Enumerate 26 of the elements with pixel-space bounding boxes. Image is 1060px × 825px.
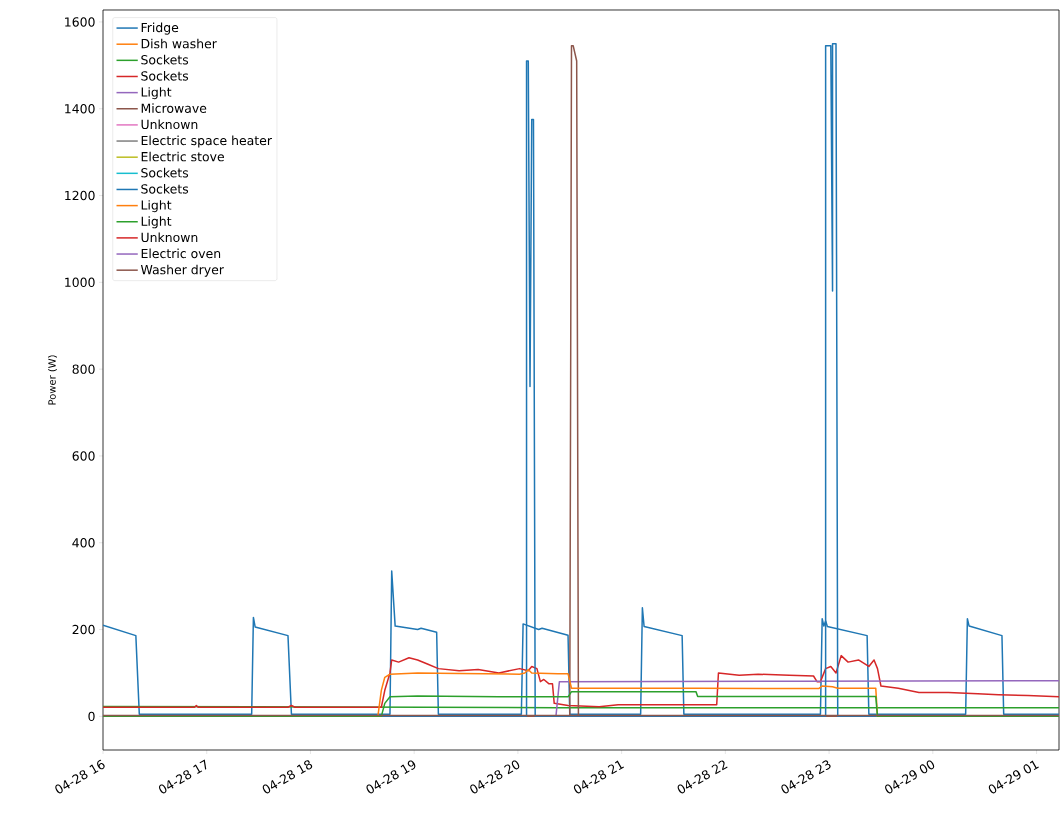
legend-label: Electric stove (141, 151, 224, 162)
legend-label: Light (141, 200, 172, 213)
legend-label: Sockets (141, 167, 189, 178)
legend-label: Dish washer (141, 38, 217, 49)
y-tick-label: 600 (72, 451, 95, 461)
y-tick-label: 200 (72, 624, 95, 635)
legend-label: Electric oven (141, 248, 221, 259)
y-tick-label: 800 (72, 364, 95, 374)
y-tick-label: 1600 (65, 17, 95, 27)
legend-label: Sockets (141, 183, 189, 194)
legend-label: Unknown (141, 119, 198, 130)
legend-label: Sockets (141, 71, 189, 81)
legend-label: Sockets (141, 54, 189, 65)
legend-label: Unknown (141, 232, 198, 243)
y-tick-label: 0 (88, 711, 95, 722)
legend-label: Washer dryer (140, 264, 224, 277)
y-tick-label: 400 (72, 538, 95, 548)
y-tick-label: 1400 (65, 104, 95, 114)
legend-label: Fridge (141, 22, 179, 35)
legend-label: Microwave (141, 103, 207, 113)
y-tick-label: 1000 (65, 277, 95, 288)
legend-label: Electric space heater (141, 135, 272, 148)
y-tick-label: 1200 (65, 190, 95, 201)
y-axis-title: Power (W) (48, 355, 57, 405)
legend-label: Light (141, 216, 172, 229)
legend-label: Light (141, 87, 172, 100)
